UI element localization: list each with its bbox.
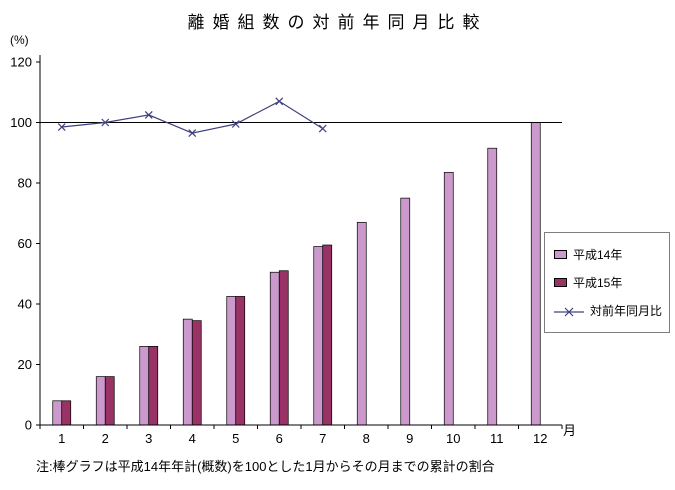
- x-tick-label-12: 12: [533, 431, 547, 446]
- y-axis-unit-label: (%): [10, 33, 29, 47]
- y-tick-label-80: 80: [18, 176, 32, 191]
- bar-s1-m6: [278, 270, 289, 426]
- bar-s0-m5: [226, 296, 237, 426]
- bar-s0-m6: [269, 271, 280, 426]
- legend-item-heisei14: 平成14年: [554, 246, 660, 263]
- legend-swatch-heisei15-icon: [554, 278, 567, 287]
- chart-note: 注:棒グラフは平成14年年計(概数)を100とした1月からその月までの累計の割合: [36, 459, 495, 474]
- x-marker-m2: [101, 118, 110, 127]
- chart-legend: 平成14年 平成15年 対前年同月比: [544, 232, 670, 333]
- y-tick-label-0: 0: [25, 418, 32, 433]
- bar-s0-m3: [139, 346, 150, 426]
- y-tick-label-40: 40: [18, 297, 32, 312]
- legend-item-heisei15: 平成15年: [554, 274, 660, 291]
- x-marker-m5: [231, 120, 240, 128]
- x-marker-m3: [144, 111, 153, 119]
- x-axis-unit-label: 月: [563, 423, 577, 438]
- bar-s1-m3: [148, 346, 159, 426]
- bar-s0-m7: [313, 246, 324, 426]
- x-tick-label-2: 2: [102, 431, 109, 446]
- y-tick-label-60: 60: [18, 236, 32, 251]
- bar-s0-m12: [530, 122, 541, 426]
- legend-label-ratio: 対前年同月比: [590, 304, 663, 318]
- bar-s0-m11: [487, 147, 498, 426]
- legend-label-heisei15: 平成15年: [573, 276, 623, 290]
- bar-s1-m4: [191, 320, 202, 426]
- legend-label-heisei14: 平成14年: [573, 248, 623, 262]
- bar-s1-m2: [104, 376, 115, 426]
- bar-s0-m9: [400, 197, 411, 426]
- x-tick-label-9: 9: [406, 431, 413, 446]
- x-tick-label-8: 8: [363, 431, 370, 446]
- x-tick-label-1: 1: [58, 431, 65, 446]
- ratio-line: [61, 100, 324, 134]
- legend-line-x-marker-icon: [554, 306, 584, 316]
- x-tick-label-7: 7: [319, 431, 326, 446]
- bar-s0-m8: [356, 221, 367, 426]
- y-tick-label-100: 100: [10, 115, 32, 130]
- x-tick-label-10: 10: [446, 431, 460, 446]
- x-marker-m6: [275, 97, 284, 106]
- x-tick-label-11: 11: [490, 431, 504, 446]
- legend-item-ratio: 対前年同月比: [554, 302, 663, 319]
- x-tick-label-6: 6: [276, 431, 283, 446]
- x-marker-m4: [188, 129, 197, 138]
- x-tick-label-3: 3: [145, 431, 152, 446]
- chart-title: 離婚組数の対前年同月比較: [187, 13, 488, 32]
- bar-s0-m4: [182, 318, 193, 426]
- bar-s0-m1: [52, 400, 63, 426]
- x-marker-m1: [57, 123, 66, 131]
- bar-s0-m10: [443, 172, 454, 426]
- x-tick-label-5: 5: [232, 431, 239, 446]
- x-marker-m7: [318, 124, 327, 133]
- bar-s1-m5: [235, 296, 246, 426]
- y-tick-label-120: 120: [10, 55, 32, 70]
- legend-swatch-heisei14-icon: [554, 250, 567, 259]
- x-tick-label-4: 4: [189, 431, 196, 446]
- y-tick-label-20: 20: [18, 357, 32, 372]
- bar-s1-m7: [322, 244, 333, 426]
- bar-s0-m2: [95, 376, 106, 426]
- bar-s1-m1: [61, 400, 72, 426]
